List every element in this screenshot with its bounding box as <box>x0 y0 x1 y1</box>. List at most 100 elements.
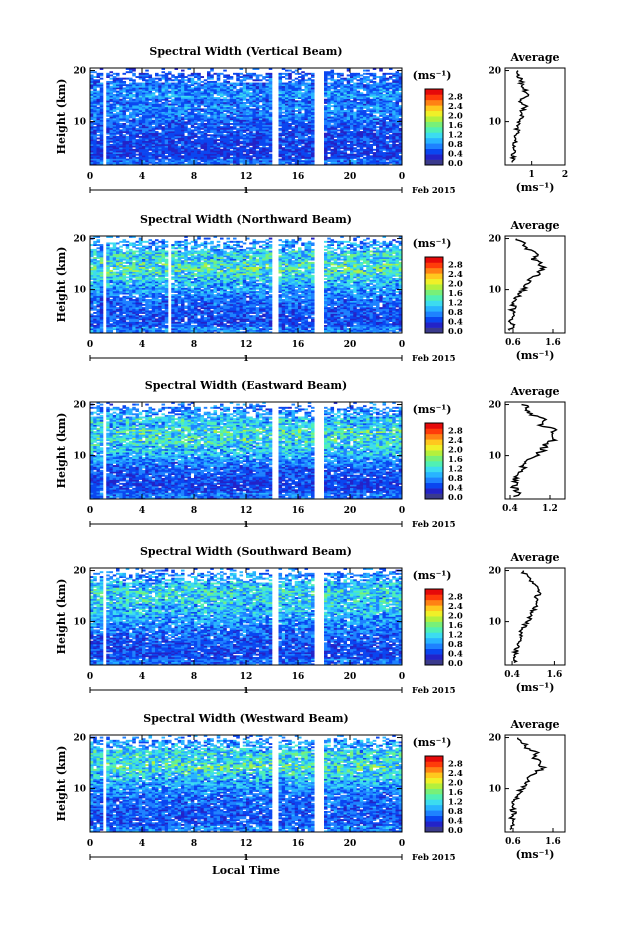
x-tick-label: 0 <box>399 172 405 182</box>
heatmap-cell <box>184 98 188 101</box>
heatmap-cell <box>161 101 166 104</box>
heatmap-cell <box>249 110 253 112</box>
heatmap-cell <box>138 105 143 108</box>
heatmap-cell <box>324 122 328 125</box>
heatmap-cell <box>161 152 166 154</box>
heatmap-cell <box>190 145 195 148</box>
heatmap-cell <box>288 116 292 119</box>
heatmap-cell <box>151 145 156 148</box>
heatmap-cell <box>99 72 104 75</box>
heatmap-cell <box>207 127 211 130</box>
heatmap-cell <box>249 114 253 117</box>
heatmap-cell <box>207 82 211 85</box>
heatmap-cell <box>249 142 253 145</box>
heatmap-cell <box>294 163 299 166</box>
heatmap-cell <box>203 127 208 130</box>
colorbar: 0.00.40.81.21.62.02.42.8 <box>424 88 463 169</box>
heatmap-cell <box>181 77 185 80</box>
heatmap-cell <box>307 156 312 159</box>
heatmap-cell <box>265 142 270 145</box>
heatmap-cell <box>187 145 192 148</box>
heatmap-cell <box>311 156 315 159</box>
heatmap-cell <box>246 92 250 95</box>
heatmap-cell <box>132 80 136 83</box>
heatmap-cell <box>96 97 101 100</box>
heatmap-cell <box>155 111 159 114</box>
heatmap-cell <box>145 148 149 151</box>
heatmap-cell <box>291 118 296 121</box>
heatmap-cell <box>255 158 260 161</box>
heatmap-cell <box>252 82 257 85</box>
heatmap-cell <box>278 98 283 101</box>
heatmap-cell <box>109 93 114 96</box>
heatmap-cell <box>197 119 201 122</box>
heatmap-cell <box>158 87 162 90</box>
heatmap-cell <box>223 148 227 151</box>
heatmap-cell <box>135 108 140 111</box>
heatmap-cell <box>135 87 140 90</box>
heatmap-cell <box>106 85 110 88</box>
heatmap-cell <box>281 139 286 142</box>
heatmap-cell <box>242 150 247 153</box>
heatmap-cell <box>265 118 270 121</box>
heatmap-cell <box>236 153 240 156</box>
heatmap-cell <box>210 140 214 143</box>
heatmap-cell <box>298 140 302 143</box>
heatmap-cell <box>109 100 114 103</box>
heatmap-cell <box>281 89 286 91</box>
heatmap-cell <box>203 163 208 166</box>
heatmap-cell <box>200 103 205 106</box>
heatmap-cell <box>236 121 240 124</box>
heatmap-cell <box>164 93 169 96</box>
heatmap-cell <box>142 161 146 164</box>
heatmap-cell <box>99 140 104 143</box>
heatmap-cell <box>171 121 175 124</box>
heatmap-cell <box>356 72 361 75</box>
heatmap-cell <box>285 82 289 85</box>
heatmap-cell <box>129 113 133 116</box>
heatmap-cell <box>330 153 335 156</box>
heatmap-cell <box>148 127 153 130</box>
heatmap-cell <box>301 114 305 117</box>
heatmap-cell <box>229 103 234 106</box>
heatmap-cell <box>184 101 188 104</box>
heatmap-cell <box>187 116 192 119</box>
heatmap-cell <box>246 106 250 109</box>
heatmap-cell <box>142 82 146 85</box>
heatmap-cell <box>216 124 221 127</box>
heatmap-cell <box>298 137 302 140</box>
heatmap-cell <box>233 111 237 114</box>
heatmap-cell <box>132 148 136 151</box>
heatmap-cell <box>190 161 195 164</box>
heatmap-cell <box>285 69 289 72</box>
heatmap-cell <box>161 77 166 80</box>
heatmap-cell <box>197 122 201 125</box>
heatmap-cell <box>288 98 292 101</box>
heatmap-cell <box>233 158 237 161</box>
heatmap-cell <box>181 139 185 142</box>
heatmap-cell <box>252 152 257 154</box>
heatmap-cell <box>249 116 253 119</box>
heatmap-cell <box>155 82 159 85</box>
heatmap-cell <box>93 148 97 151</box>
heatmap-cell <box>145 103 149 106</box>
heatmap-cell <box>262 142 266 145</box>
heatmap-cell <box>278 148 283 151</box>
heatmap-cell <box>324 129 328 132</box>
heatmap-cell <box>122 139 127 142</box>
heatmap-cell <box>304 139 309 142</box>
heatmap-cell <box>324 145 328 148</box>
heatmap-cell <box>298 122 302 125</box>
heatmap-cell <box>249 76 253 78</box>
heatmap-cell <box>151 147 156 150</box>
heatmap-cell <box>239 135 244 138</box>
heatmap-cell <box>151 101 156 104</box>
heatmap-cell <box>288 150 292 153</box>
heatmap-cell <box>236 92 240 95</box>
heatmap-cell <box>252 90 257 93</box>
heatmap-cell <box>252 161 257 164</box>
heatmap-cell <box>246 119 250 122</box>
heatmap-cell <box>216 97 221 100</box>
heatmap-cell <box>96 140 101 143</box>
heatmap-cell <box>99 74 104 77</box>
